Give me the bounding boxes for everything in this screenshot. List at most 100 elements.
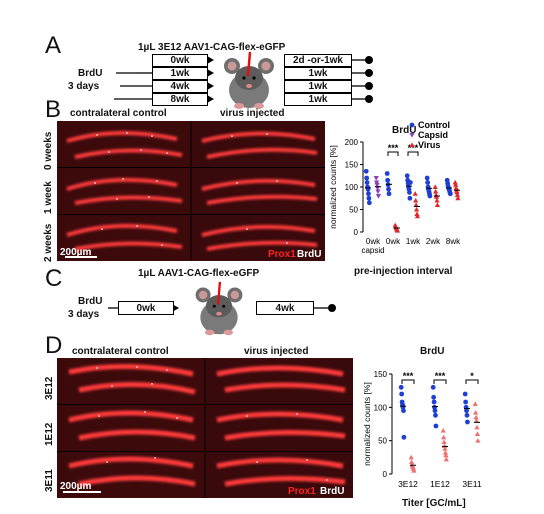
chart-d-point [442,450,449,455]
panel-c-days-label: 3 days [68,309,100,320]
chart-d-point [465,419,470,425]
chart-d-point [472,401,478,406]
chart-d-point [464,412,470,418]
panel-d-col-right: virus injected [244,346,309,357]
chart-d-ylabel: normalized counts [%] [362,382,372,466]
chart-b-sig-bracket [387,151,399,156]
chart-d-point [443,452,449,458]
chart-b-point [427,193,433,199]
chart-b-point [434,197,440,203]
chart-b-sig-bracket [407,151,419,156]
chart-d-point [441,439,447,444]
chart-d-sig-bracket [465,379,479,384]
chart-d-point [432,408,438,414]
chart-d-ytick-label: 50 [378,437,387,446]
chart-d-point [430,384,436,390]
chart-d-sig-bracket [433,379,447,384]
chart-b-point [386,191,392,197]
chart-d-xtick-label: 3E11 [462,479,481,489]
panel-a-letter: A [45,32,62,59]
panel-a-right-box-0: 2d -or-1wk [284,54,352,67]
chart-b-point [447,191,453,197]
chart-b-point [414,213,421,219]
chart-d-point [411,468,417,473]
chart-b-point [434,202,441,207]
chart-d-point [433,412,438,418]
panel-b-col-left: contralateral control [70,108,167,119]
chart-d-point [475,438,481,443]
chart-b-point [453,182,459,187]
panel-a-right-box-1: 1wk [284,67,352,80]
chart-d-point [443,456,449,462]
chart-d-ytick-label: 150 [374,370,388,379]
chart-d-xlabel: Titer [GC/mL] [402,498,466,509]
chart-b-sig-label: *** [388,143,399,153]
chart-b-point [366,191,371,197]
chart-b-xtick-label: 8wk [446,237,461,246]
chart-b-point [413,197,419,203]
chart-b-legend-label: Control [418,120,450,130]
chart-b-point [364,180,370,185]
panel-a-brdu-label: BrdU [78,68,103,79]
chart-d-title: BrdU [420,346,445,357]
chart-b-legend-marker [409,122,415,128]
chart-b-legend-marker [409,142,415,147]
panel-d-letter: D [45,332,63,359]
panel-d-micrograph-image [57,358,353,498]
chart-b-title: BrdU [392,125,417,136]
panel-d-row-0: 3E12 [44,376,55,400]
chart-d-point [462,391,468,397]
chart-d-sig-label: * [470,371,474,381]
chart-d-point [410,466,417,471]
panel-d-row-2: 3E11 [44,469,55,492]
panel-a-left-box-0: 0wk [152,54,208,67]
chart-d-point [408,454,414,460]
chart-b-point [407,190,412,195]
panel-d-stain-brdu: BrdU [320,486,345,497]
panel-a-days-label: 3 days [68,81,100,92]
chart-d-point [431,394,437,400]
panel-d-micrograph [57,358,353,498]
chart-b-point [454,192,461,198]
panel-b-col-right: virus injected [220,108,285,119]
chart-b-ytick-label: 200 [345,138,359,147]
chart-d-point [474,431,481,436]
panel-d-scale-label: 200µm [60,481,92,492]
panel-a-right-box-3: 1wk [284,93,352,106]
chart-d-point [473,410,479,415]
chart-d-point [409,459,415,464]
chart-b-ytick-label: 100 [345,183,359,192]
panel-a-title: 1µL 3E12 AAV1-CAG-flex-eGFP [138,42,286,53]
panel-c-box-left: 0wk [118,301,174,315]
chart-b-ylabel: normalized counts [%] [328,145,338,229]
chart-b-point [425,180,431,185]
chart-b-point [404,173,410,179]
chart-b-ytick-label: 0 [354,228,359,237]
chart-b-point [455,195,461,201]
chart-b-point [412,191,418,196]
chart-b-point [433,188,439,194]
chart-b-xlabel: pre-injection interval [354,266,453,277]
chart-d-point [440,428,446,433]
panel-d-stain-prox: Prox1 [288,486,316,497]
panel-c-brdu-label: BrdU [78,296,103,307]
chart-b-point [424,175,430,181]
chart-b-svg: 0 50 100 150 200 normalized counts [%] 0wkcaps… [328,120,461,255]
chart-b-point [374,182,380,188]
chart-b-point [363,168,369,174]
panel-b-stain-brdu: BrdU [297,249,322,260]
panel-a-left-box-1: 1wk [152,67,208,80]
chart-d-point [473,418,480,423]
chart-d-point [401,434,407,440]
chart-b-point [373,176,379,181]
chart-b-xtick-label: 0wk [366,237,381,246]
chart-d-point [433,423,439,429]
chart-b-point [452,179,458,185]
chart-d-xtick-label: 1E12 [430,479,450,489]
chart-b-point [407,180,413,185]
chart-d-sig-label: *** [403,371,414,381]
chart-b-point [385,177,391,183]
panel-b-scale-label: 200µm [60,247,92,258]
